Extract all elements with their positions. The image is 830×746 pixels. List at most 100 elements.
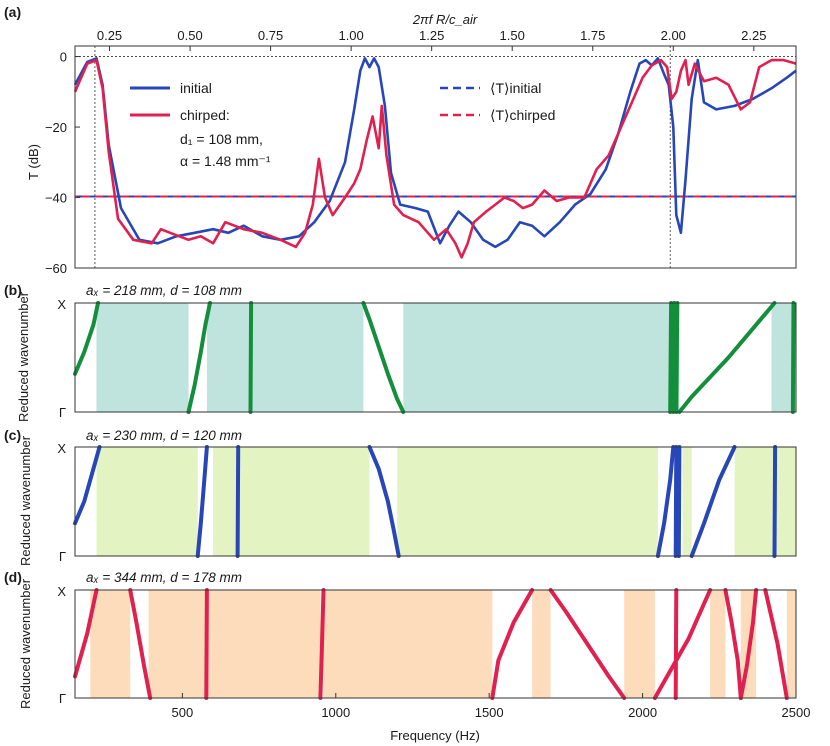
top-axis-title: 2πf R/c_air: [412, 12, 478, 27]
dispersion-branch: [318, 588, 326, 700]
legend-avg-initial-label: ⟨T⟩initial: [490, 80, 541, 96]
top-tick-label: 0.75: [258, 28, 283, 43]
x-axis-label: Frequency (Hz): [390, 728, 480, 743]
top-tick-label: 1.75: [580, 28, 605, 43]
d-ytick-X: X: [57, 584, 66, 599]
top-tick-label: 1.25: [419, 28, 444, 43]
band-gap-region: [710, 590, 726, 698]
dispersion-branch: [73, 445, 102, 526]
dispersion-branch: [73, 588, 99, 679]
panel-a-label: (a): [4, 4, 21, 20]
x-tick-label: 500: [172, 705, 194, 720]
dispersion-branch: [248, 301, 254, 414]
x-tick-label: 2000: [628, 705, 657, 720]
c-plot-frame: [74, 446, 797, 557]
band-gap-region: [323, 590, 493, 698]
dispersion-branch: [671, 301, 677, 414]
band-gap-region: [682, 447, 692, 556]
dispersion-branch: [689, 445, 737, 558]
a-y-axis-ticks: 0 −20 −40 −60: [45, 50, 80, 276]
b-ylabel-text: Reduced wavenumber: [16, 291, 31, 422]
dispersion-branch: [723, 588, 743, 700]
x-tick-label: 1000: [321, 705, 350, 720]
band-gap-region: [734, 447, 796, 556]
x-tick-label: 1500: [475, 705, 504, 720]
dispersion-branch: [652, 588, 713, 700]
c-ytick-X: X: [57, 441, 66, 456]
x-tick-label: 2500: [782, 705, 811, 720]
dispersion-branch: [128, 588, 153, 700]
b-ytick-X: X: [57, 297, 66, 312]
dispersion-branch: [367, 445, 401, 558]
dispersion-branch: [677, 301, 777, 414]
panel-c-label: (c): [4, 427, 21, 443]
c-ylabel: Reduced wavenumber: [18, 435, 33, 566]
b-dispersion-branches: [73, 301, 796, 414]
b-ytick-Gamma: Γ: [59, 405, 66, 420]
legend-initial-label: initial: [180, 80, 212, 96]
band-gap-region: [786, 590, 796, 698]
panel-b: (b) aₓ = 218 mm, d = 108 mm X Γ Reduced …: [4, 282, 797, 422]
dispersion-branch: [738, 588, 759, 700]
band-gap-region: [206, 303, 364, 412]
dispersion-branch: [361, 301, 406, 414]
series-chirped-line: [73, 58, 797, 259]
top-tick-label: 0.25: [97, 28, 122, 43]
a-ylabel: T (dB): [26, 144, 41, 180]
dispersion-branch: [655, 445, 676, 558]
dispersion-branch: [195, 445, 209, 558]
top-tick-label: 2.25: [741, 28, 766, 43]
d-dispersion-branches: [73, 588, 789, 700]
dispersion-branch: [772, 445, 778, 558]
c-dispersion-branches: [73, 445, 778, 558]
dispersion-branch: [763, 588, 789, 700]
top-tick-label: 1.50: [500, 28, 525, 43]
dispersion-branch: [674, 301, 680, 414]
dispersion-branch: [548, 588, 627, 700]
d-band-gaps: [90, 590, 796, 698]
dispersion-branch: [676, 445, 682, 558]
band-gap-region: [403, 303, 680, 412]
b-ylabel: Reduced wavenumber: [16, 291, 31, 422]
d-ytick-Gamma: Γ: [59, 691, 66, 706]
band-gap-region: [624, 590, 655, 698]
a-ytick-label: −60: [45, 261, 67, 276]
band-gap-region: [397, 447, 658, 556]
band-gap-region: [148, 590, 321, 698]
legend-chirped-d1: d₁ = 108 mm,: [180, 131, 263, 147]
panel-c: (c) aₓ = 230 mm, d = 120 mm X Γ Reduced …: [4, 427, 797, 566]
panel-d-label: (d): [4, 569, 22, 585]
legend-chirped-alpha: α = 1.48 mm⁻¹: [180, 153, 271, 169]
dispersion-branch: [673, 588, 679, 700]
c-ytick-Gamma: Γ: [59, 549, 66, 564]
a-ytick-label: −40: [45, 191, 67, 206]
top-tick-label: 1.00: [338, 28, 363, 43]
panel-c-title: aₓ = 230 mm, d = 120 mm: [86, 428, 242, 443]
legend-avg-chirped-label: ⟨T⟩chirped: [490, 107, 555, 123]
top-tick-label: 2.00: [661, 28, 686, 43]
dispersion-branch: [73, 301, 100, 376]
series-initial-line: [73, 57, 797, 249]
band-gap-region: [90, 590, 131, 698]
dispersion-branch: [490, 588, 535, 700]
panel-a: (a) 2πf R/c_air 0.25 0.50 0.75 1.00 1.25 1.50…: [4, 4, 797, 276]
legend-chirped-label: chirped:: [180, 107, 230, 123]
a-plot-frame: [74, 45, 797, 269]
panel-b-title: aₓ = 218 mm, d = 108 mm: [86, 283, 242, 298]
x-axis-ticks: 500 1000 1500 2000 2500: [172, 693, 811, 720]
dispersion-branch: [668, 301, 674, 414]
dispersion-branch: [235, 445, 241, 558]
d-ylabel: Reduced wavenumber: [18, 578, 33, 709]
panel-d-title: aₓ = 344 mm, d = 178 mm: [86, 570, 242, 585]
legend: initial chirped: d₁ = 108 mm, α = 1.48 m…: [130, 80, 555, 169]
band-gap-region: [96, 447, 198, 556]
panel-d: (d) aₓ = 344 mm, d = 178 mm X Γ Reduced …: [4, 569, 810, 743]
dispersion-branch: [673, 445, 679, 558]
dispersion-branch: [204, 588, 209, 700]
a-ytick-label: −20: [45, 120, 67, 135]
panel-b-label: (b): [4, 282, 22, 298]
dispersion-branch: [790, 301, 796, 414]
top-axis-ticks: 0.25 0.50 0.75 1.00 1.25 1.50 1.75 2.00 2.25: [97, 28, 766, 51]
a-ytick-label: 0: [60, 50, 67, 65]
